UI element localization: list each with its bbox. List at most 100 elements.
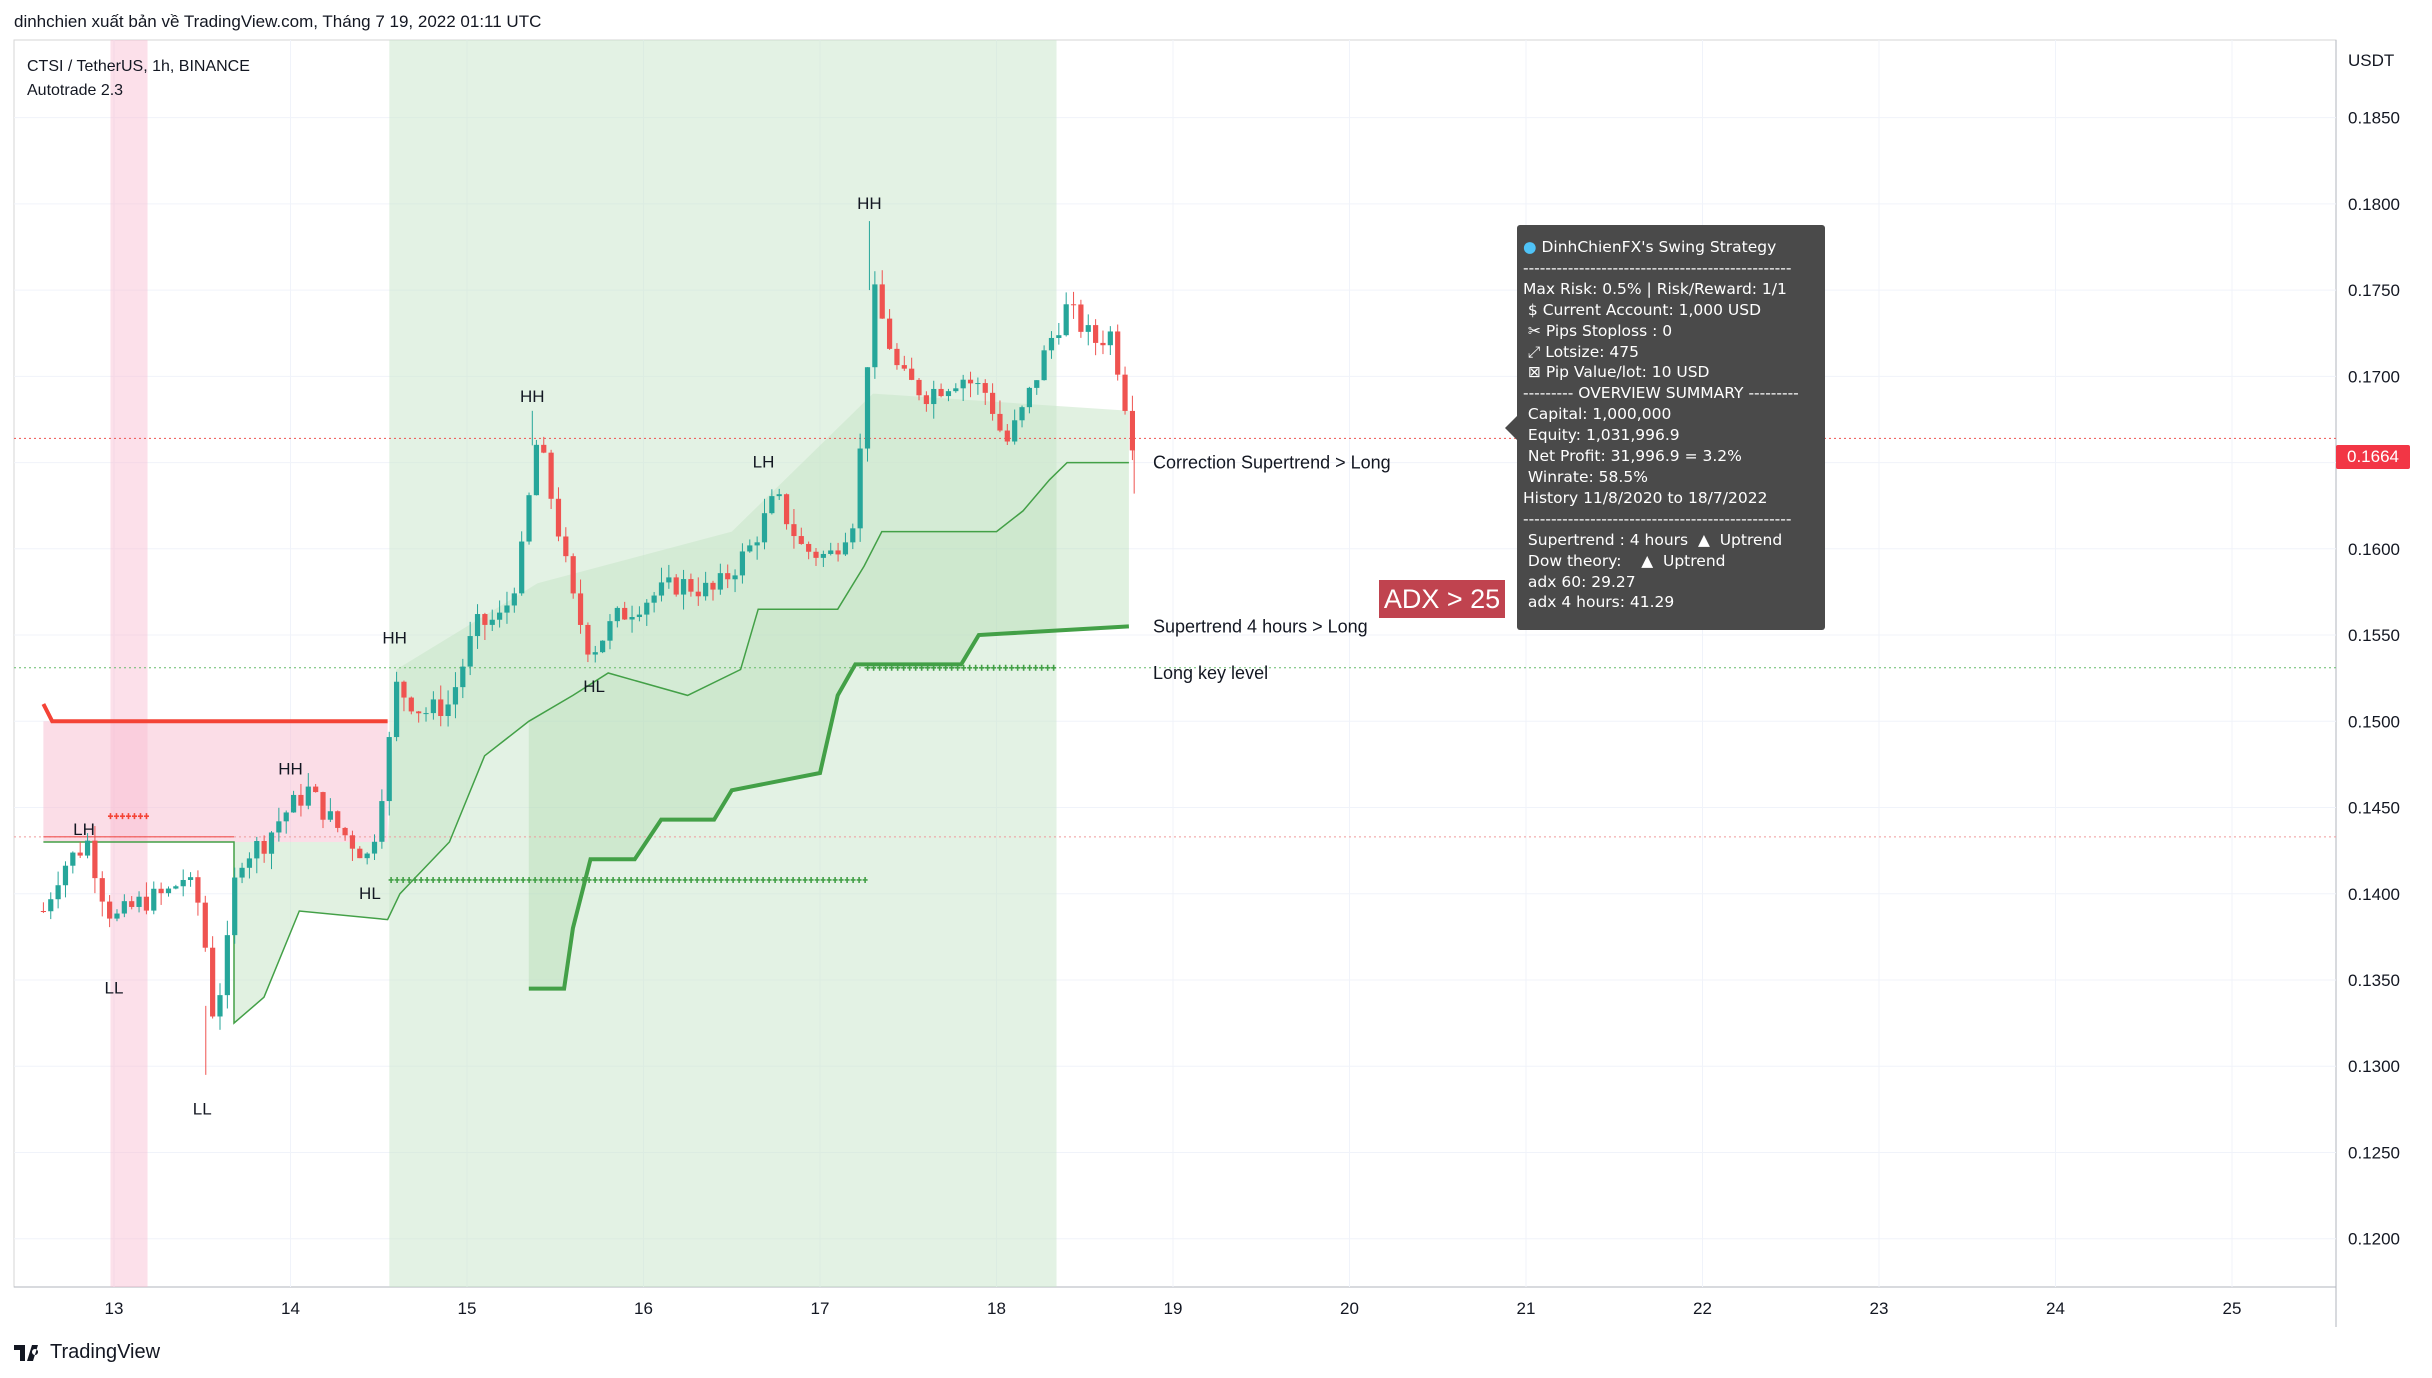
candle-body [783, 494, 790, 525]
price-tick-label: 0.1300 [2348, 1057, 2400, 1076]
long-key-marker [598, 876, 604, 883]
candle-body [894, 348, 900, 366]
candle-body [967, 379, 974, 384]
price-tick-label: 0.1250 [2348, 1143, 2400, 1162]
long-key-marker [955, 664, 961, 671]
candle-body [430, 699, 436, 714]
candle-body [408, 697, 414, 712]
candle-body [725, 573, 731, 580]
candle-body [290, 794, 297, 813]
candle-body [298, 794, 304, 806]
long-key-marker [865, 664, 871, 671]
symbol-line[interactable]: CTSI / TetherUS, 1h, BINANCE [27, 58, 250, 75]
bearish-zone [110, 40, 148, 1287]
long-key-marker [544, 876, 550, 883]
date-tick-label: 13 [105, 1299, 124, 1318]
long-key-marker [1021, 664, 1027, 671]
candle-body [695, 591, 701, 597]
long-key-marker [652, 876, 658, 883]
long-key-marker [442, 876, 448, 883]
candle-body [798, 536, 804, 544]
candle-body [1041, 350, 1047, 381]
long-key-marker [538, 876, 544, 883]
candle-body [607, 621, 613, 641]
candle-body [945, 391, 952, 397]
long-key-marker [676, 876, 682, 883]
long-key-marker [832, 876, 838, 883]
long-key-marker [820, 876, 826, 883]
candle-body [489, 619, 495, 625]
candle-body [165, 888, 172, 894]
candle-body [114, 913, 120, 919]
candle-body [1078, 304, 1084, 332]
candle-body [92, 840, 98, 879]
indicator-line[interactable]: Autotrade 2.3 [27, 82, 124, 99]
price-tick-label: 0.1550 [2348, 626, 2400, 645]
tooltip-line: --------- OVERVIEW SUMMARY --------- [1523, 384, 1799, 403]
long-key-marker [388, 876, 394, 883]
candle-body [688, 579, 694, 592]
tradingview-footer[interactable]: TradingView [14, 1341, 160, 1364]
tooltip-line: Equity: 1,031,996.9 [1523, 426, 1680, 445]
candle-body [717, 573, 723, 590]
candle-body [180, 879, 186, 887]
long-key-marker [838, 876, 844, 883]
long-key-marker [784, 876, 790, 883]
price-tick-label: 0.1850 [2348, 109, 2400, 128]
tradingview-logo-icon [14, 1344, 39, 1361]
long-key-marker [802, 876, 808, 883]
candle-body [953, 388, 959, 392]
long-key-marker [460, 876, 466, 883]
candle-body [467, 636, 473, 667]
candle-body [1012, 420, 1018, 442]
long-key-marker [478, 876, 484, 883]
tooltip-line: ----------------------------------------… [1523, 258, 1792, 277]
date-tick-label: 24 [2046, 1299, 2065, 1318]
candle-body [563, 536, 569, 557]
short-key-marker [119, 813, 125, 820]
candle-body [886, 318, 893, 349]
tooltip-line: Winrate: 58.5% [1523, 467, 1648, 486]
tooltip-line: adx 4 hours: 41.29 [1523, 593, 1675, 612]
long-key-marker [502, 876, 508, 883]
price-tick-label: 0.1600 [2348, 540, 2400, 559]
candle-body [107, 901, 113, 919]
candle-body [526, 495, 532, 542]
short-key-marker [131, 813, 137, 820]
candle-body [327, 811, 333, 820]
candle-body [84, 840, 91, 856]
long-key-marker [949, 664, 955, 671]
candle-body [423, 713, 429, 715]
swing-label: HL [359, 884, 381, 903]
date-tick-label: 16 [634, 1299, 653, 1318]
swing-label: LH [73, 820, 95, 839]
long-key-marker [1015, 664, 1021, 671]
short-key-marker [113, 813, 119, 820]
candle-body [828, 550, 834, 554]
swing-label: HH [520, 387, 545, 406]
candle-body [909, 368, 915, 380]
long-key-level-label: Long key level [1153, 663, 1268, 683]
long-key-marker [919, 664, 925, 671]
candle-body [835, 550, 841, 555]
candle-body [452, 687, 459, 705]
long-key-marker [466, 876, 472, 883]
tooltip-line: Capital: 1,000,000 [1523, 405, 1672, 424]
price-tick-label: 0.1700 [2348, 367, 2400, 386]
candle-body [629, 617, 635, 620]
long-key-marker [961, 664, 967, 671]
long-key-marker [1033, 664, 1039, 671]
candle-body [658, 582, 665, 596]
globe-icon: ● [1523, 238, 1542, 256]
long-key-marker [454, 876, 460, 883]
long-key-marker [586, 876, 592, 883]
long-key-marker [967, 664, 973, 671]
long-key-marker [604, 876, 610, 883]
candle-body [680, 579, 687, 595]
candle-body [555, 498, 562, 537]
candle-body [1056, 335, 1062, 338]
candle-body [541, 444, 547, 453]
candle-body [283, 812, 289, 822]
long-key-marker [772, 876, 778, 883]
